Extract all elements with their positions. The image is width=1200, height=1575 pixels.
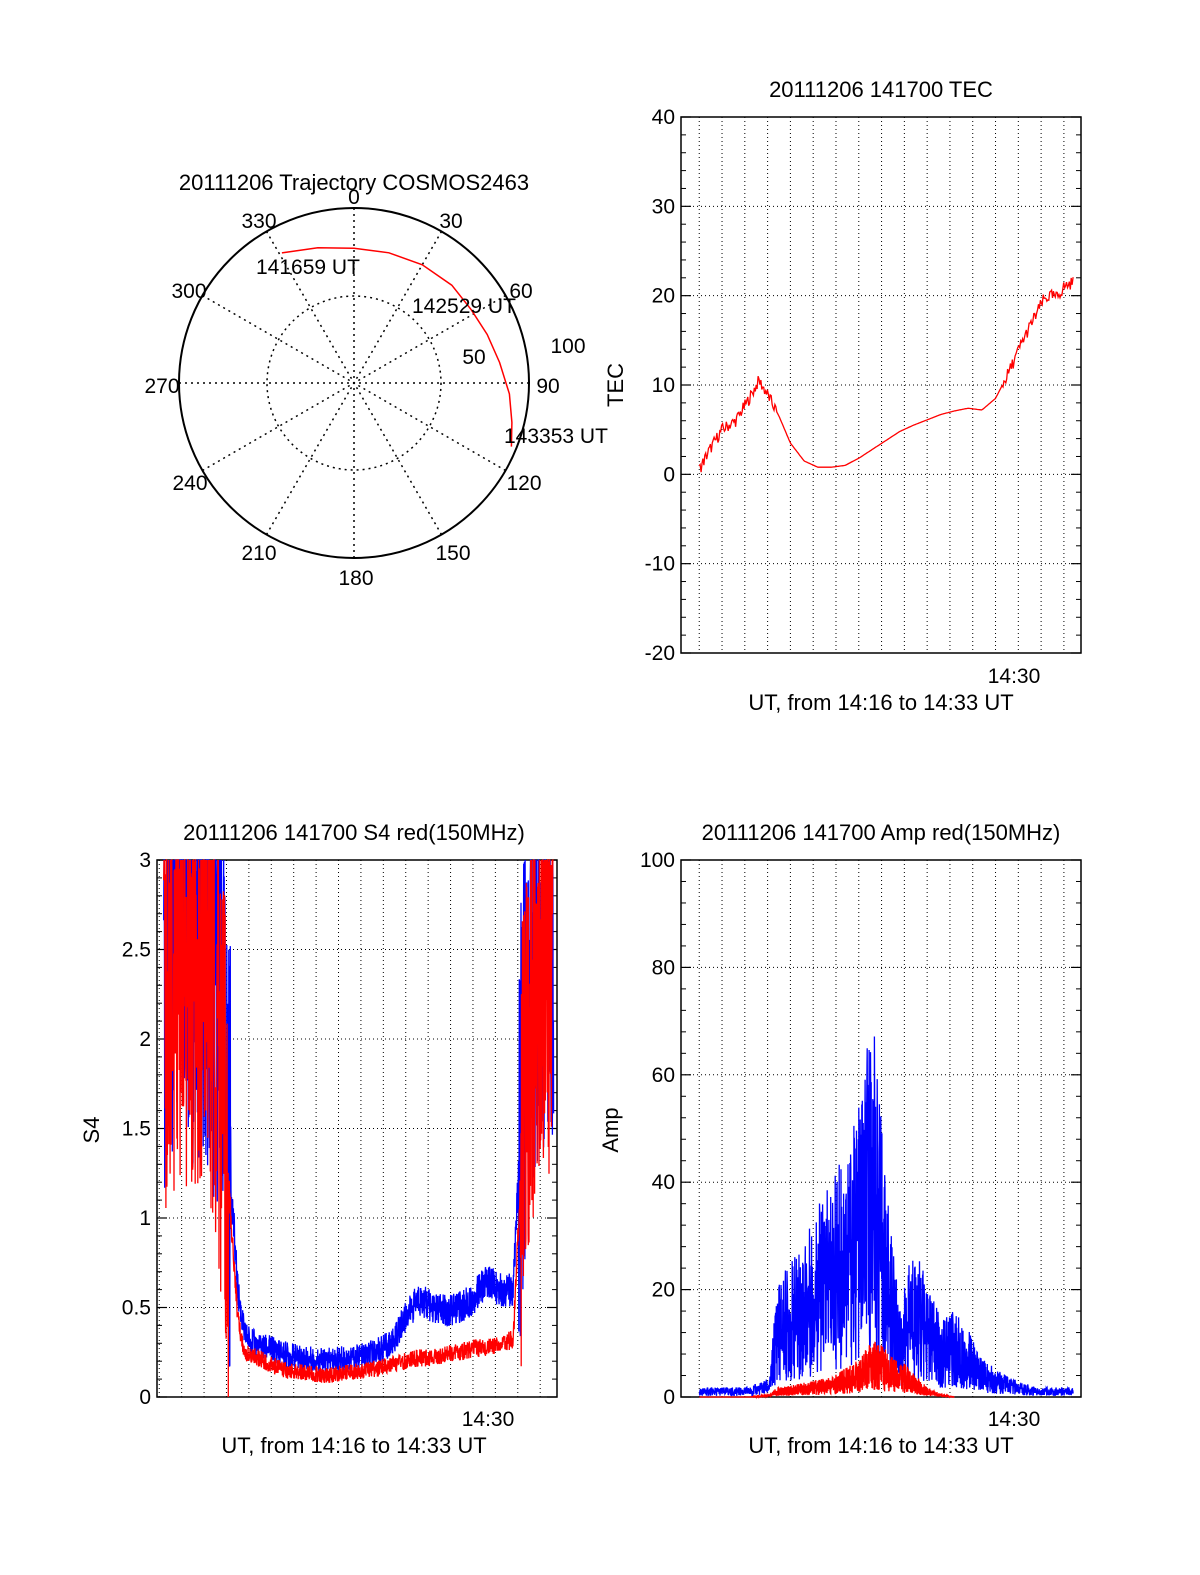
y-tick-label: 0 — [663, 463, 675, 486]
x-axis-label: UT, from 14:16 to 14:33 UT — [221, 1433, 486, 1458]
radius-label: 50 — [462, 346, 485, 369]
polar-inner-circle — [266, 295, 442, 471]
azimuth-label: 30 — [439, 210, 462, 233]
plot-frame — [680, 859, 1082, 1398]
y-tick-label: -20 — [645, 642, 675, 665]
trajectory-end-label: 143353 UT — [504, 425, 608, 448]
y-tick-label: 10 — [652, 374, 675, 397]
trajectory-line — [281, 247, 513, 447]
s4-chart: 20111206 141700 S4 red(150MHz) 0 0.5 1 1.5 2… — [79, 820, 558, 1458]
trajectory-mid-label: 142529 UT — [412, 295, 516, 318]
y-tick-label: 20 — [652, 285, 675, 308]
radius-label: 100 — [550, 335, 585, 358]
y-tick-label: 30 — [652, 195, 675, 218]
polar-spokes — [179, 208, 529, 558]
chart-title: 20111206 141700 TEC — [769, 77, 993, 102]
y-tick-label: 1.5 — [122, 1118, 151, 1141]
y-axis-label: S4 — [79, 1117, 104, 1144]
grid — [681, 117, 1081, 653]
amp-chart: 20111206 141700 Amp red(150MHz) 0 20 40 60 8… — [598, 820, 1082, 1458]
azimuth-label: 90 — [536, 375, 559, 398]
series-line — [699, 1341, 955, 1400]
series-line — [698, 1036, 1074, 1398]
y-axis-label: TEC — [603, 363, 628, 407]
y-tick-label: 60 — [652, 1064, 675, 1087]
y-tick-label: 100 — [640, 849, 675, 872]
y-ticks: -20 -10 0 10 20 30 40 — [645, 106, 1081, 665]
x-tick-label: 14:30 — [462, 1408, 515, 1431]
chart-title: 20111206 141700 Amp red(150MHz) — [702, 820, 1061, 845]
y-tick-label: 40 — [652, 106, 675, 129]
polar-spoke — [265, 231, 443, 535]
azimuth-label: 150 — [435, 542, 470, 565]
polar-title: 20111206 Trajectory COSMOS2463 — [179, 170, 529, 195]
y-tick-label: 1 — [139, 1207, 151, 1230]
azimuth-label: 270 — [144, 375, 179, 398]
y-tick-label: 0.5 — [122, 1297, 151, 1320]
y-tick-label: 40 — [652, 1171, 675, 1194]
x-tick-label: 14:30 — [988, 1408, 1041, 1431]
azimuth-label: 330 — [241, 210, 276, 233]
y-ticks: 0 20 40 60 80 100 — [640, 849, 1081, 1409]
y-tick-label: 20 — [652, 1279, 675, 1302]
x-tick-label: 14:30 — [988, 665, 1041, 688]
series-line — [698, 277, 1074, 473]
y-tick-label: -10 — [645, 553, 675, 576]
y-tick-label: 0 — [663, 1386, 675, 1409]
y-ticks: 0 0.5 1 1.5 2 2.5 3 — [122, 849, 557, 1409]
trajectory-polar-chart: 20111206 Trajectory COSMOS2463 0 30 60 9… — [144, 170, 608, 590]
azimuth-label: 210 — [241, 542, 276, 565]
y-tick-label: 2.5 — [122, 939, 151, 962]
x-axis-label: UT, from 14:16 to 14:33 UT — [748, 690, 1013, 715]
y-tick-label: 0 — [139, 1386, 151, 1409]
y-tick-label: 2 — [139, 1028, 151, 1051]
trajectory-start-label: 141659 UT — [256, 256, 360, 279]
tec-chart: 20111206 141700 TEC -20 -10 0 10 20 30 40 14:3… — [603, 77, 1082, 715]
azimuth-label: 60 — [509, 280, 532, 303]
chart-title: 20111206 141700 S4 red(150MHz) — [183, 820, 525, 845]
polar-azimuth-labels: 0 30 60 90 120 150 180 210 240 270 300 3… — [144, 186, 559, 590]
y-tick-label: 80 — [652, 956, 675, 979]
y-tick-label: 3 — [139, 849, 151, 872]
azimuth-label: 300 — [171, 280, 206, 303]
azimuth-label: 120 — [506, 472, 541, 495]
y-axis-label: Amp — [598, 1107, 623, 1152]
series-line — [163, 859, 554, 1398]
x-axis-label: UT, from 14:16 to 14:33 UT — [748, 1433, 1013, 1458]
azimuth-label: 0 — [348, 186, 360, 209]
azimuth-label: 180 — [338, 567, 373, 590]
azimuth-label: 240 — [172, 472, 207, 495]
grid — [681, 860, 1081, 1397]
